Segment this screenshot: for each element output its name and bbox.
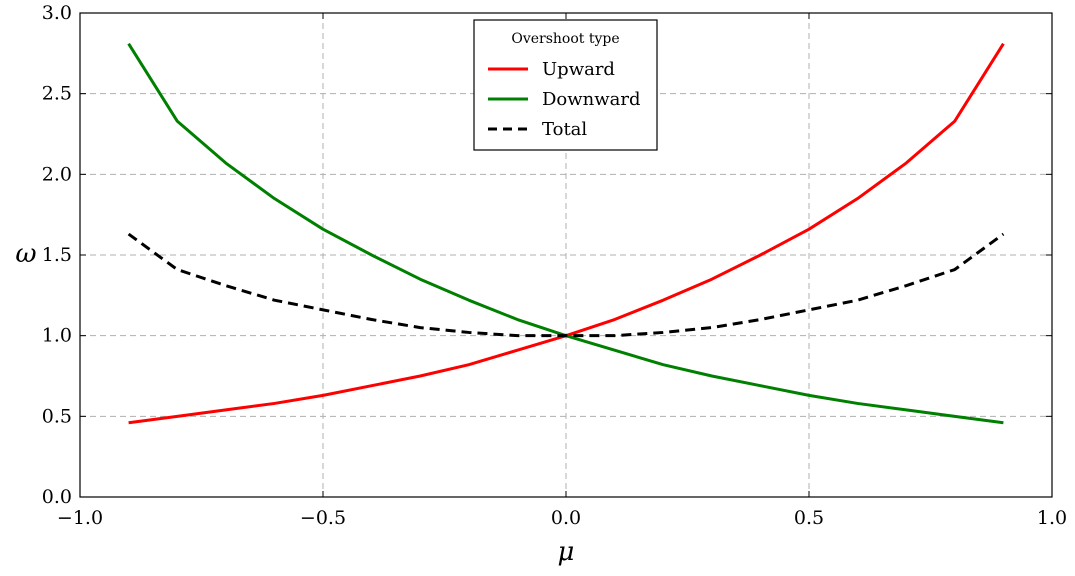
legend-title: Overshoot type — [511, 31, 619, 47]
y-tick-label: 1.5 — [42, 244, 72, 266]
x-tick-label: 0.5 — [794, 507, 824, 529]
y-tick-label: 1.0 — [42, 325, 72, 347]
y-tick-label: 2.0 — [42, 163, 72, 185]
y-tick-label: 2.5 — [42, 83, 72, 105]
x-tick-label: −0.5 — [300, 507, 346, 529]
x-tick-label: 1.0 — [1037, 507, 1067, 529]
legend-label-total: Total — [542, 119, 587, 140]
x-tick-label: −1.0 — [57, 507, 103, 529]
x-axis-label: μ — [558, 537, 575, 567]
x-tick-label: 0.0 — [551, 507, 581, 529]
series-layer — [127, 42, 1005, 425]
series-line-total — [127, 232, 1005, 338]
y-tick-label: 0.5 — [42, 405, 72, 427]
y-axis-label: ω — [15, 239, 36, 269]
y-tick-label: 0.0 — [42, 486, 72, 508]
legend: Overshoot type Upward Downward Total — [473, 19, 658, 151]
y-tick-label: 3.0 — [42, 2, 72, 24]
legend-label-downward: Downward — [542, 89, 641, 110]
legend-label-upward: Upward — [542, 59, 615, 80]
tick-layer: −1.0 −0.5 0.0 0.5 1.0 0.0 0.5 1.0 1.5 2.0 2.5 3.0 — [42, 2, 1067, 529]
